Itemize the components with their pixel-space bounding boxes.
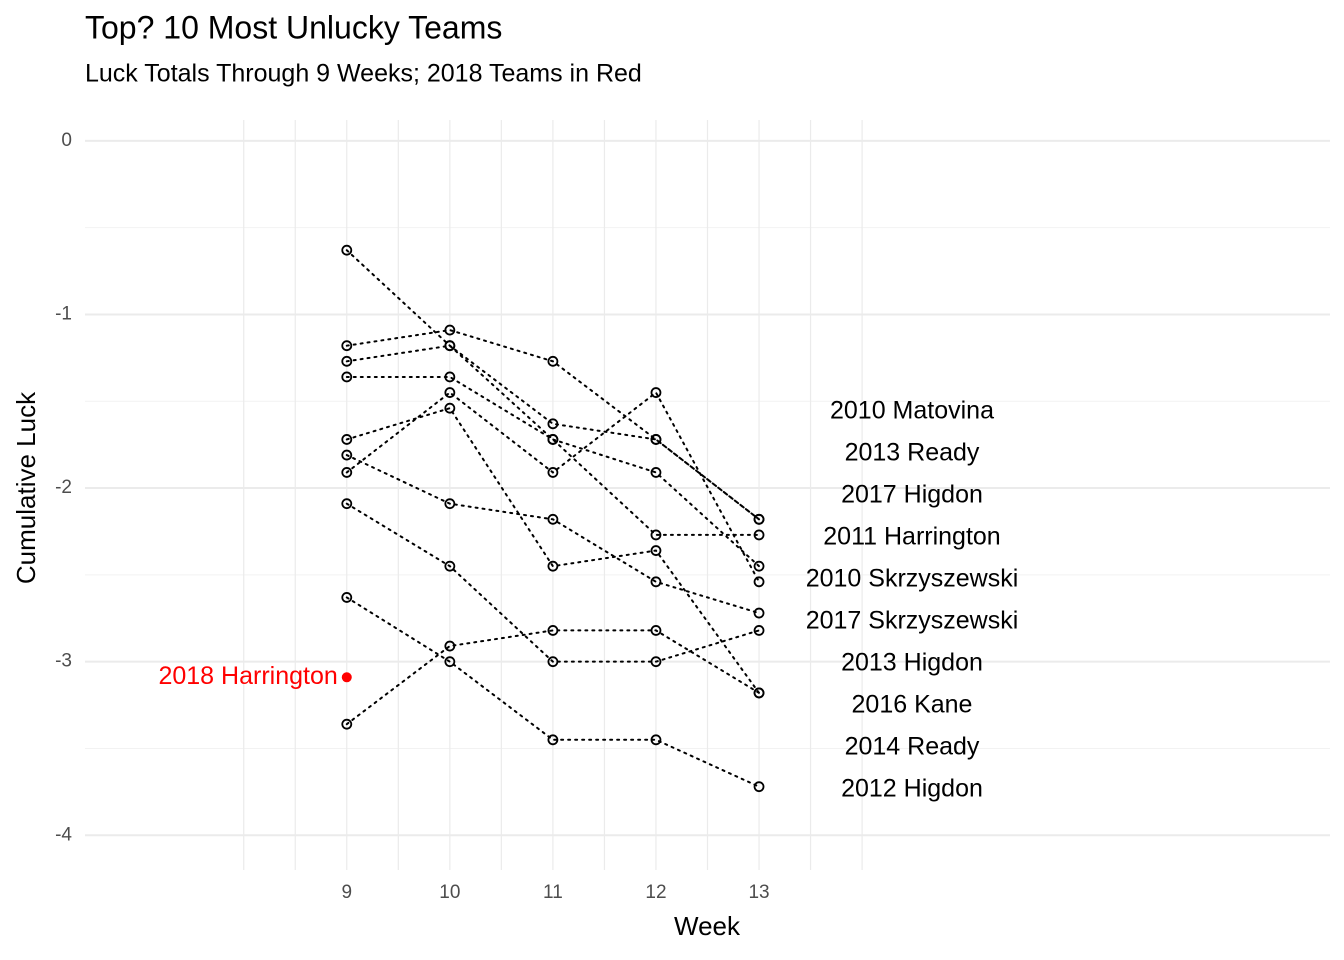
series-line bbox=[345, 454, 761, 615]
series-label: 2012 Higdon bbox=[841, 775, 983, 803]
point bbox=[753, 607, 765, 619]
point bbox=[650, 734, 662, 746]
point bbox=[547, 625, 559, 636]
point bbox=[444, 656, 456, 668]
y-tick-label: -4 bbox=[55, 824, 72, 845]
point bbox=[650, 467, 662, 478]
series-label: 2010 Skrzyszewski bbox=[806, 565, 1019, 593]
series-label: 2014 Ready bbox=[845, 733, 980, 761]
point bbox=[650, 545, 662, 556]
series-line bbox=[345, 375, 761, 568]
y-axis-title: Cumulative Luck bbox=[11, 391, 41, 584]
point bbox=[753, 687, 765, 699]
x-axis-title: Week bbox=[674, 911, 741, 941]
series-label: 2017 Skrzyszewski bbox=[806, 607, 1019, 635]
highlight-label: 2018 Harrington bbox=[158, 662, 337, 690]
series-line bbox=[345, 407, 761, 694]
x-tick-label: 11 bbox=[543, 882, 563, 903]
x-tick-label: 12 bbox=[645, 882, 666, 903]
series-line bbox=[345, 329, 761, 521]
series-line bbox=[345, 249, 761, 521]
point bbox=[341, 592, 353, 603]
series-line bbox=[345, 502, 761, 663]
point bbox=[444, 371, 456, 383]
point bbox=[444, 324, 456, 336]
point bbox=[341, 467, 353, 478]
point bbox=[341, 340, 353, 352]
series-label: 2011 Harrington bbox=[823, 523, 1000, 551]
series-label: 2010 Matovina bbox=[830, 397, 994, 425]
point bbox=[547, 513, 559, 525]
point bbox=[753, 781, 765, 793]
point bbox=[753, 513, 765, 525]
point bbox=[753, 560, 765, 572]
chart-title: Top? 10 Most Unlucky Teams bbox=[85, 9, 502, 45]
y-tick-label: -2 bbox=[55, 477, 72, 498]
y-tick-label: -1 bbox=[55, 303, 72, 324]
point bbox=[547, 467, 559, 478]
point bbox=[650, 529, 662, 541]
series-line bbox=[345, 629, 761, 726]
chart-subtitle: Luck Totals Through 9 Weeks; 2018 Teams … bbox=[85, 60, 642, 88]
point bbox=[650, 434, 662, 445]
point bbox=[547, 734, 559, 746]
point bbox=[547, 656, 559, 668]
point bbox=[444, 560, 456, 572]
point bbox=[547, 560, 559, 572]
point bbox=[341, 434, 353, 445]
point bbox=[341, 244, 353, 256]
point bbox=[753, 625, 765, 636]
series-label: 2013 Higdon bbox=[841, 649, 983, 677]
point bbox=[444, 387, 456, 398]
point bbox=[444, 340, 456, 352]
point bbox=[341, 498, 353, 510]
point bbox=[650, 387, 662, 398]
point bbox=[444, 640, 456, 652]
point bbox=[753, 529, 765, 541]
point bbox=[341, 355, 353, 367]
x-tick-label: 10 bbox=[439, 882, 460, 903]
point bbox=[753, 576, 765, 588]
y-tick-label: -3 bbox=[55, 651, 72, 672]
x-tick-label: 13 bbox=[748, 882, 769, 903]
point bbox=[547, 418, 559, 430]
point bbox=[341, 449, 353, 461]
x-tick-label: 9 bbox=[341, 882, 352, 903]
series-line bbox=[345, 596, 761, 788]
series-label: 2013 Ready bbox=[845, 439, 980, 467]
point bbox=[547, 434, 559, 445]
point bbox=[650, 576, 662, 588]
series-line bbox=[345, 344, 761, 536]
point bbox=[341, 371, 353, 383]
point bbox=[547, 355, 559, 367]
series-label: 2016 Kane bbox=[852, 691, 973, 719]
point bbox=[650, 625, 662, 636]
series-label: 2017 Higdon bbox=[841, 481, 983, 509]
point bbox=[341, 718, 353, 730]
point bbox=[444, 498, 456, 510]
y-tick-label: 0 bbox=[61, 130, 72, 151]
point bbox=[650, 656, 662, 668]
highlight-point bbox=[341, 672, 352, 683]
point bbox=[444, 402, 456, 414]
